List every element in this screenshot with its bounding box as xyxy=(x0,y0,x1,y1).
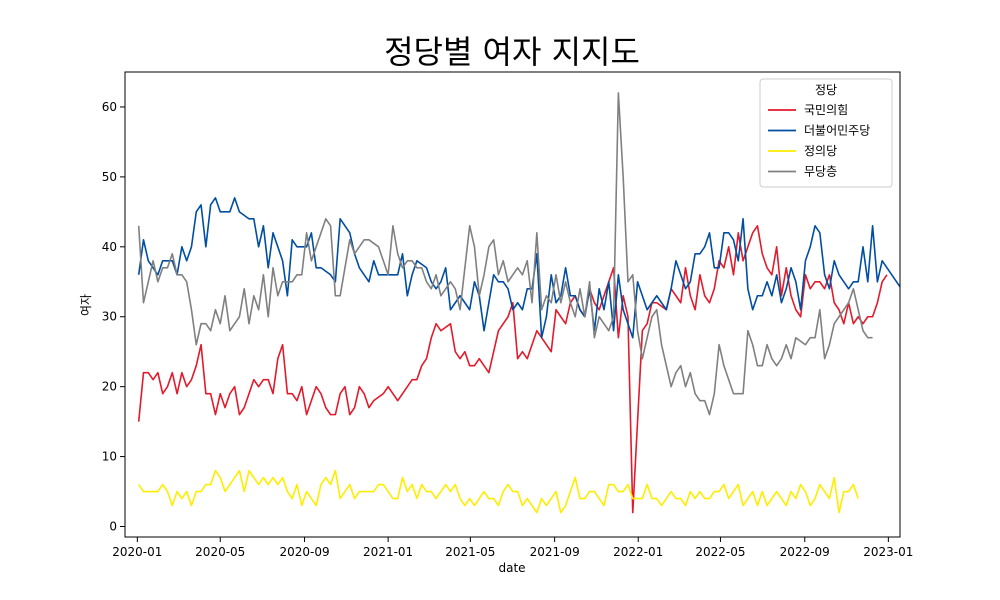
x-tick-label-1: 2020-05 xyxy=(195,545,245,559)
y-tick-label-3: 30 xyxy=(102,310,117,324)
y-tick-label-4: 40 xyxy=(102,240,117,254)
x-tick-label-9: 2023-01 xyxy=(863,545,913,559)
x-tick-label-4: 2021-05 xyxy=(445,545,495,559)
series-line-0 xyxy=(137,225,888,514)
x-tick-label-5: 2021-09 xyxy=(530,545,580,559)
chart-title: 정당별 여자 지지도 xyxy=(384,33,640,71)
x-tick-label-0: 2020-01 xyxy=(112,545,162,559)
x-tick-label-6: 2022-01 xyxy=(613,545,663,559)
x-tick-label-7: 2022-05 xyxy=(695,545,745,559)
x-tick-label-8: 2022-09 xyxy=(780,545,830,559)
x-tick-label-3: 2021-01 xyxy=(363,545,413,559)
x-tick-label-2: 2020-09 xyxy=(279,545,329,559)
legend-label-0: 국민의힘 xyxy=(804,103,848,117)
legend-label-2: 정의당 xyxy=(804,144,837,158)
series-line-3 xyxy=(137,92,873,416)
plot-area xyxy=(137,92,900,514)
y-tick-label-6: 60 xyxy=(102,100,117,114)
series-line-2 xyxy=(138,469,859,514)
y-axis-label: 여자 xyxy=(79,294,93,316)
legend-label-3: 무당층 xyxy=(804,165,837,179)
y-tick-label-2: 20 xyxy=(102,380,117,394)
y-tick-label-0: 0 xyxy=(109,520,117,534)
legend-box xyxy=(759,78,893,188)
x-axis-label: date xyxy=(498,561,525,575)
y-tick-label-5: 50 xyxy=(102,170,117,184)
plot-frame xyxy=(124,71,901,538)
series-line-1 xyxy=(137,197,900,339)
axes: 2020-01 2020-05 2020-09 2021-01 2021-05 2021-… xyxy=(102,71,913,559)
y-tick-label-1: 10 xyxy=(102,450,117,464)
legend-title: 정당 xyxy=(815,83,837,97)
legend-label-1: 더불어민주당 xyxy=(804,124,870,138)
